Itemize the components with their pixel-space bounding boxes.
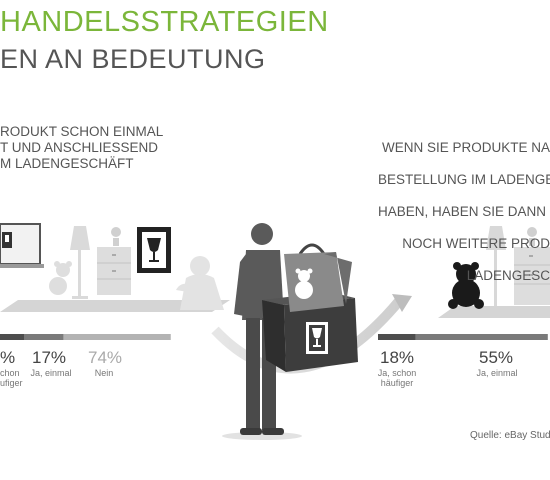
laptop-icon (0, 223, 44, 268)
right-question-text: WENN SIE PRODUKTE NA BESTELLUNG IM LADEN… (378, 124, 550, 300)
right-floor (438, 306, 550, 318)
left-category-label-1: chon ufiger (0, 368, 23, 388)
left-category-label-3: Nein (94, 368, 114, 378)
right-bar-segment-1 (378, 334, 416, 340)
vase-icon-right (527, 227, 537, 246)
right-question-line: WENN SIE PRODUKTE NA (381, 140, 550, 155)
left-value-label-1: % (0, 348, 16, 367)
left-bar-segment-3 (63, 334, 171, 340)
floor-lamp-icon (70, 226, 90, 299)
shopping-bag-icon (284, 243, 352, 312)
right-question-line: NOCH WEITERE PROD (402, 236, 550, 251)
left-question-text: RODUKT SCHON EINMAL T UND ANSCHLIESSEND … (0, 124, 164, 171)
right-question-line: BESTELLUNG IM LADENGESC (378, 172, 550, 187)
teddy-bear-dark-icon (448, 262, 484, 309)
left-category-label-2: Ja, einmal (30, 368, 72, 378)
dresser-icon (97, 247, 131, 295)
right-category-label-1: Ja, schon häufiger (377, 368, 417, 388)
right-value-label-2: 55% (479, 348, 514, 367)
floor-lamp-icon-right (486, 226, 506, 306)
teddy-bear-icon (49, 261, 72, 295)
source-note: Quelle: eBay Studie (470, 430, 550, 441)
right-bar-segment-2 (415, 334, 548, 340)
woman-silhouette (176, 256, 224, 310)
right-category-label-2: Ja, einmal (476, 368, 518, 378)
left-bar-segment-2 (24, 334, 64, 340)
shopping-box (262, 292, 358, 372)
right-question-line: HABEN, HABEN SIE DANN BEI D (378, 204, 550, 219)
page-title-line2: EN AN BEDEUTUNG (0, 44, 266, 74)
right-value-label-1: 18% (380, 348, 415, 367)
left-floor (0, 300, 230, 312)
dresser-icon-right (514, 247, 550, 305)
right-question-line: LADENGESC (466, 268, 550, 283)
framed-glass-picture-icon (137, 227, 171, 273)
left-value-label-2: 17% (32, 348, 67, 367)
page-title-line1: HANDELSSTRATEGIEN (0, 6, 329, 38)
transition-arc-head (392, 294, 412, 312)
left-value-label-3: 74% (88, 348, 123, 367)
left-bar-segment-1 (0, 334, 24, 340)
right-bar-chart (378, 334, 548, 340)
left-bar-chart (0, 334, 171, 340)
vase-icon (111, 227, 121, 246)
